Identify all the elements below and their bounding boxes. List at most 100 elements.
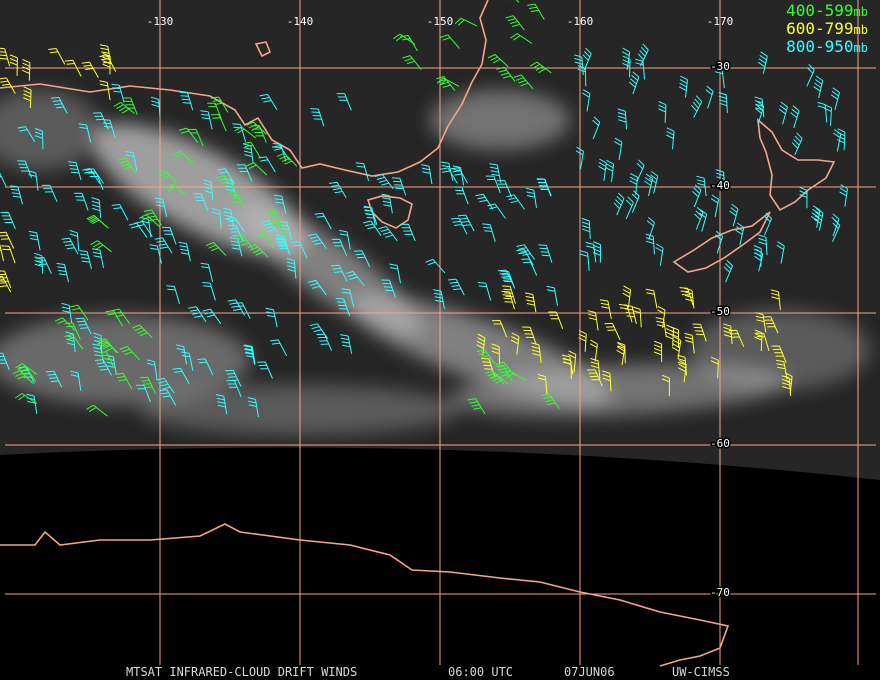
wind-barb [764,212,773,236]
legend-unit: mb [854,41,868,55]
wind-barb [436,77,460,87]
wind-barb [457,214,475,232]
tasmania-coast [366,195,413,229]
wind-barb [450,217,468,235]
wind-barb [714,67,725,89]
wind-barb [578,330,587,352]
wind-barb [335,298,351,316]
wind-barb [178,127,199,143]
wind-barb [476,333,486,356]
wind-barb [54,317,76,332]
wind-barb [510,33,533,44]
wind-barb [832,219,841,242]
wind-barb [27,170,39,191]
legend-unit: mb [854,23,868,37]
wind-barb [448,278,465,296]
wind-barb [85,168,104,184]
footer-text: 06:00 UTC [448,665,513,679]
wind-barb [839,184,848,207]
wind-barb [353,250,371,268]
wind-barb [502,285,516,304]
wind-barb [714,230,724,254]
wind-barb [0,211,16,230]
wind-barb [655,243,664,266]
new-zealand-south [672,211,771,273]
wind-barb [17,126,36,143]
wind-barb [68,161,82,181]
wind-barb [154,237,173,254]
wind-barb [718,92,728,113]
wind-barb [223,207,235,228]
wind-barb [389,263,401,284]
wind-barb [629,173,638,196]
wind-barb [691,95,703,118]
wind-barb [341,288,355,308]
wind-barb [790,105,800,129]
wind-barb [78,123,92,143]
wind-barb [111,308,131,325]
wind-barb [28,230,41,251]
wind-barb [92,343,105,364]
wind-barb [754,248,764,272]
wind-barb [143,209,162,226]
wind-barb [489,163,502,183]
wind-barb [671,336,682,359]
wind-barb [75,317,92,335]
wind-barb [12,370,34,384]
wind-barb [181,351,194,372]
wind-barb [710,356,719,379]
wind-barb [122,97,138,115]
wind-barb [577,65,587,87]
wind-barb [278,220,292,241]
graticule [5,0,876,665]
wind-barb [117,157,137,174]
wind-barb [132,324,153,339]
legend-range: 400-599 [786,1,853,20]
wind-barb [684,287,695,309]
wind-barb [15,393,38,404]
wind-barb [308,233,327,249]
wind-barb [227,224,244,242]
wind-barb [810,205,821,228]
wind-barb [491,320,508,338]
wind-barb [684,332,695,354]
wind-barb [635,58,645,80]
wind-barb [806,63,815,87]
wind-barb [276,152,298,167]
wind-barb [340,334,353,354]
wind-barb [582,89,591,112]
wind-barb [574,54,584,76]
wind-barb [622,55,631,78]
wind-barb [61,302,73,324]
wind-barb [735,222,745,246]
wind-barb [605,159,615,182]
wind-barb [95,359,112,376]
wind-barb [64,59,82,77]
wind-barb [516,244,535,260]
wind-barb [527,3,545,20]
wind-barb [762,316,779,334]
wind-barb [193,193,209,211]
wind-barb [149,244,162,264]
wind-barb [150,96,161,118]
wind-barb [35,257,52,275]
wind-barb [632,306,642,328]
wind-barb [598,158,607,181]
wind-barb [381,193,393,214]
wind-barb [363,220,382,237]
wind-barb [481,357,495,377]
wind-barb [666,127,675,150]
wind-barb [391,177,407,196]
wind-barb [34,127,44,150]
wind-barb [491,343,501,365]
wind-barb [336,93,352,111]
wind-barb [590,358,601,379]
wind-barb [257,361,273,379]
wind-barb [823,104,832,126]
wind-barb [197,358,214,376]
wind-barb [256,231,275,249]
wind-barb [291,241,308,259]
wind-barb [661,374,670,397]
wind-barb [86,404,108,417]
wind-barb [17,366,37,382]
